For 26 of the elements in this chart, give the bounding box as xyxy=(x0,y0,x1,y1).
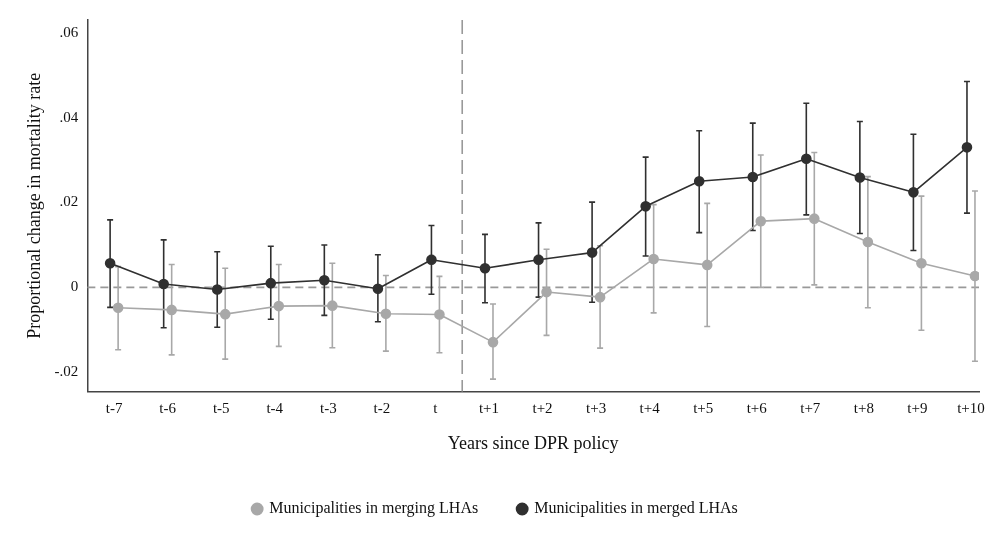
x-tick-label: t+7 xyxy=(800,400,821,417)
x-tick-label: t+6 xyxy=(746,400,768,417)
y-tick-label: 0 xyxy=(70,278,79,295)
x-tick-label: t+8 xyxy=(853,400,874,417)
x-tick-label: t+3 xyxy=(586,400,607,417)
x-tick-label: t xyxy=(433,400,439,417)
x-tick-label: t+10 xyxy=(957,400,985,417)
x-tick-label: t-6 xyxy=(159,400,177,417)
x-tick-label: t-2 xyxy=(373,400,391,417)
x-tick-label: t+2 xyxy=(532,400,553,417)
x-tick-label: t+4 xyxy=(639,400,661,417)
x-tick-label: t-7 xyxy=(105,400,123,417)
x-axis-title: Years since DPR policy xyxy=(447,432,619,453)
legend-label: Municipalities in merging LHAs xyxy=(269,499,479,518)
y-tick-label: .02 xyxy=(59,193,79,210)
x-tick-label: t-3 xyxy=(320,400,337,417)
y-axis-title: Proportional change in mortality rate xyxy=(23,72,44,339)
x-tick-label: t+1 xyxy=(478,400,500,417)
x-tick-label: t-5 xyxy=(212,400,230,417)
y-tick-label: .04 xyxy=(59,108,79,125)
x-tick-label: t-4 xyxy=(266,400,284,417)
x-tick-label: t+9 xyxy=(907,400,928,417)
y-tick-label: .06 xyxy=(59,23,79,40)
x-tick-label: t+5 xyxy=(693,400,714,417)
legend-label: Municipalities in merged LHAs xyxy=(534,499,738,518)
y-tick-label: -.02 xyxy=(54,363,79,380)
